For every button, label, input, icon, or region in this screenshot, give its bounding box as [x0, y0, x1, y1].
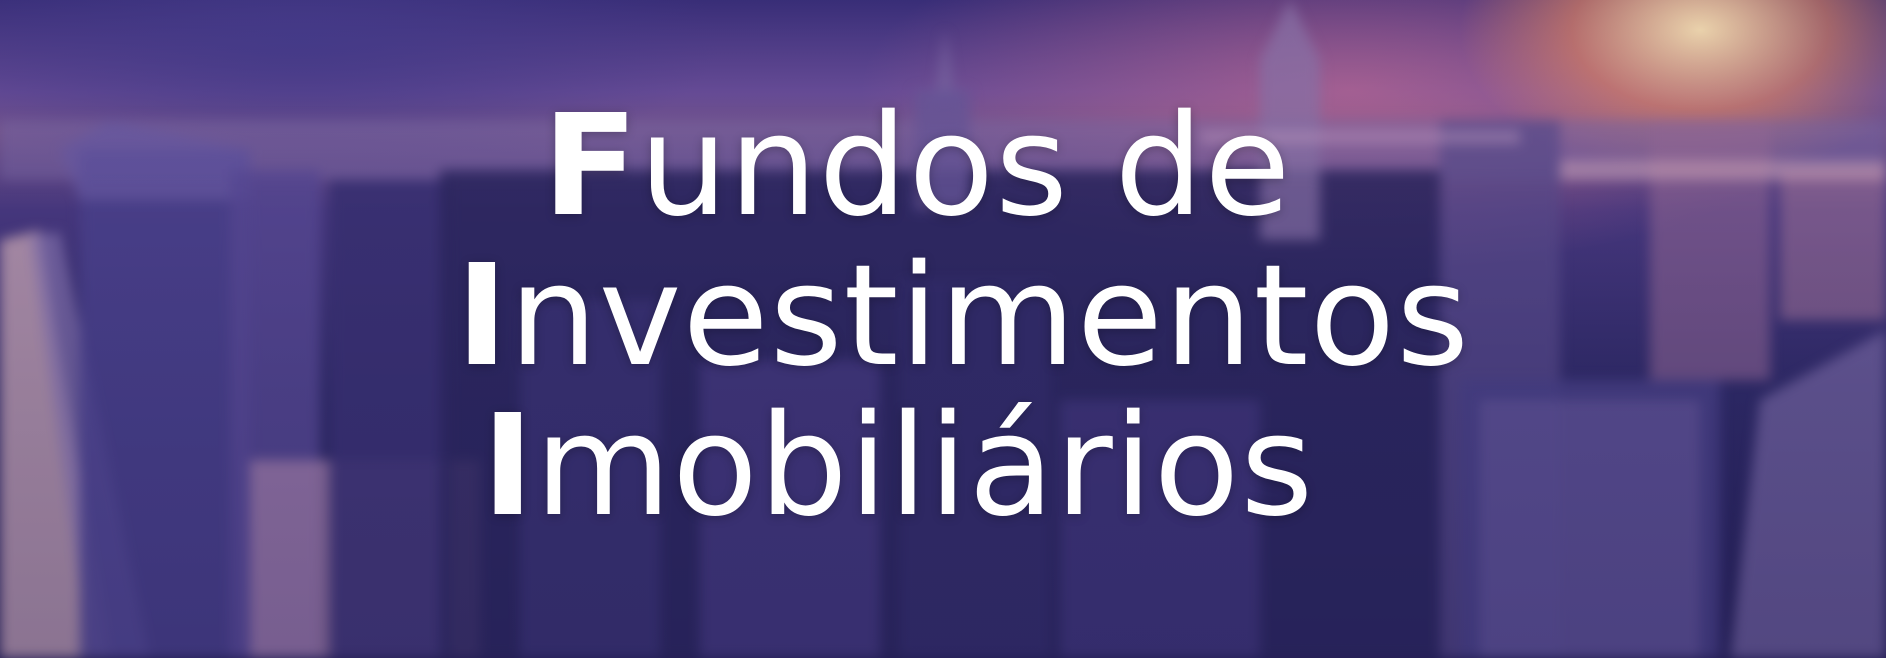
title-line-3-text: mobiliários [534, 385, 1315, 548]
title-line-2-text: nvestimentos [508, 235, 1471, 398]
title-line-1-text: undos de [639, 85, 1292, 248]
title-line-2: Investimentos [456, 242, 1470, 392]
title-line-1-initial: F [542, 85, 640, 248]
title-line-3-initial: I [481, 385, 535, 548]
banner-title: Fundos de Investimentos Imobiliários [0, 92, 1886, 542]
title-line-2-initial: I [455, 235, 509, 398]
title-line-3: Imobiliários [482, 392, 1315, 542]
title-line-1: Fundos de [542, 92, 1291, 242]
